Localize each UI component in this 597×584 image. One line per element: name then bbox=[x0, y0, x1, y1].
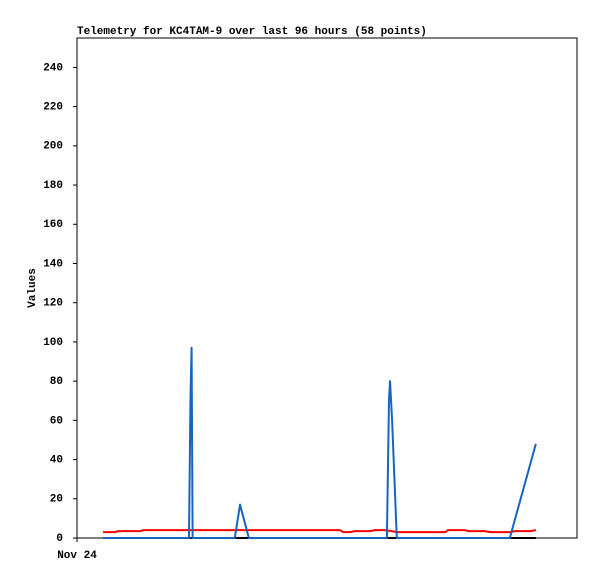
y-tick-label: 180 bbox=[43, 180, 63, 192]
y-tick-label: 0 bbox=[56, 533, 63, 545]
y-tick-label: 120 bbox=[43, 298, 63, 310]
series-line bbox=[103, 346, 537, 539]
y-axis-label: Values bbox=[27, 268, 39, 308]
y-tick-label: 100 bbox=[43, 337, 63, 349]
y-tick-label: 40 bbox=[50, 454, 63, 466]
plot-frame bbox=[76, 37, 578, 539]
y-tick-label: 220 bbox=[43, 102, 63, 114]
series-line bbox=[103, 529, 537, 534]
y-tick-label: 80 bbox=[50, 376, 63, 388]
y-tick-label: 60 bbox=[50, 415, 63, 427]
y-tick-label: 160 bbox=[43, 219, 63, 231]
y-tick-label: 200 bbox=[43, 141, 63, 153]
y-tick-label: 240 bbox=[43, 62, 63, 74]
x-tick-label: Nov 24 bbox=[57, 550, 97, 562]
chart-title: Telemetry for KC4TAM-9 over last 96 hour… bbox=[77, 26, 427, 38]
y-tick-label: 140 bbox=[43, 258, 63, 270]
y-tick-label: 20 bbox=[50, 494, 63, 506]
